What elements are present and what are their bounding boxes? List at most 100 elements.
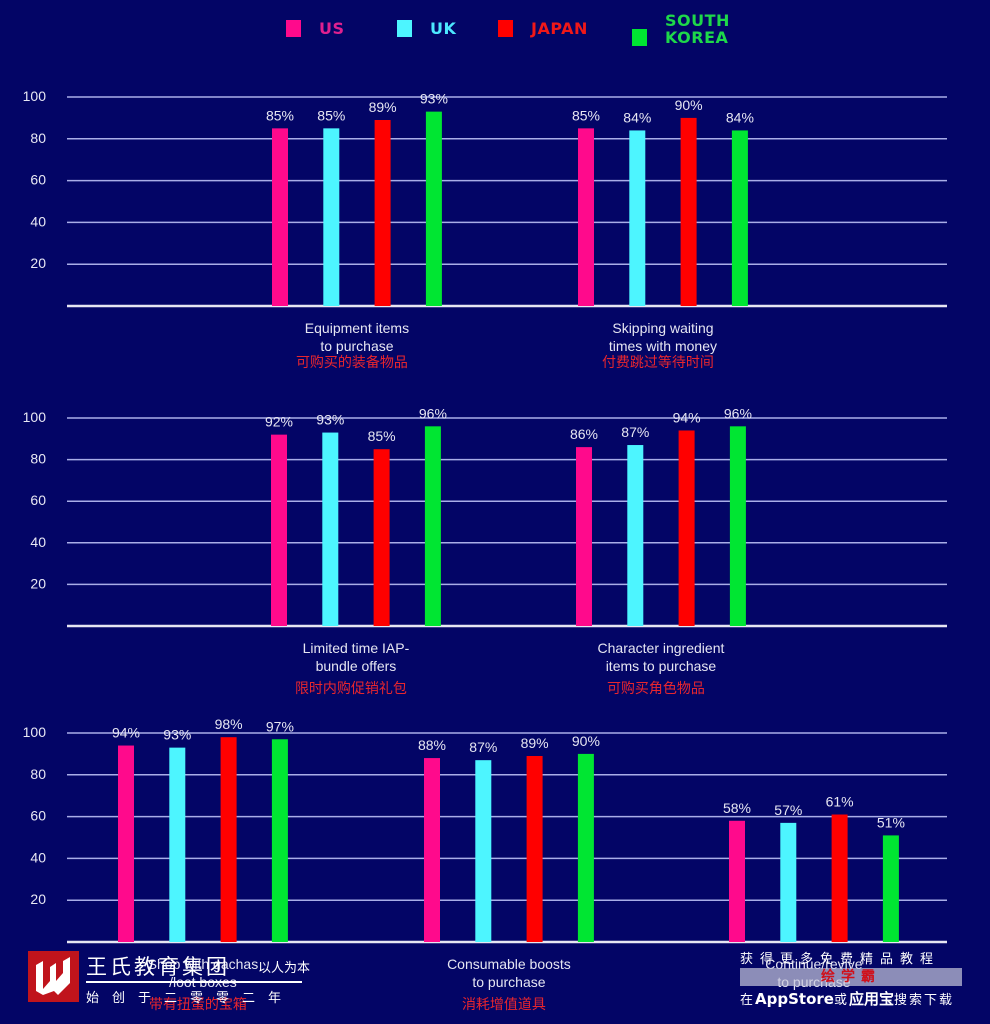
legend-label-japan: JAPAN <box>531 19 588 38</box>
legend-label-south-korea: SOUTH KOREA <box>665 10 730 47</box>
data-label: 87% <box>621 424 649 440</box>
wmr-app1: AppStore <box>755 990 834 1008</box>
watermark-right-top: 获得更多免费精品教程 <box>740 952 941 967</box>
category-label: Character ingredient <box>598 640 725 656</box>
category-label: times with money <box>609 338 717 354</box>
legend-item-south-korea[interactable]: SOUTH KOREA <box>632 11 730 46</box>
bar-us <box>118 745 134 942</box>
data-label: 57% <box>774 802 802 818</box>
bar-south-korea <box>882 835 899 942</box>
y-tick-label: 80 <box>30 451 46 467</box>
data-label: 92% <box>265 414 293 430</box>
data-label: 89% <box>521 735 549 751</box>
bar-japan <box>220 737 237 942</box>
data-label: 85% <box>368 428 396 444</box>
data-label: 94% <box>673 409 701 425</box>
bar-south-korea <box>729 426 746 626</box>
data-label: 93% <box>420 91 448 107</box>
category-label-zh: 消耗增值道具 <box>462 997 546 1013</box>
y-tick-label: 100 <box>23 88 47 104</box>
y-tick-label: 60 <box>30 808 46 824</box>
data-label: 90% <box>675 97 703 113</box>
watermark-title: 王氏教育集团 <box>86 955 230 979</box>
category-label: Consumable boosts <box>447 956 571 972</box>
wmr-mid: 或 <box>833 993 849 1008</box>
y-tick-label: 40 <box>30 849 46 865</box>
category-label: Equipment items <box>305 320 409 336</box>
data-label: 85% <box>572 107 600 123</box>
wmr-suffix: 搜索下载 <box>893 993 954 1008</box>
bar-uk <box>780 822 797 942</box>
watermark-right-band <box>740 968 962 986</box>
category-label-zh: 带有扭蛋的宝箱 <box>149 997 247 1013</box>
data-label: 86% <box>570 426 598 442</box>
y-tick-label: 80 <box>30 130 46 146</box>
bar-us <box>424 758 440 942</box>
data-label: 97% <box>266 718 294 734</box>
category-label: Shop with gachas <box>148 956 259 972</box>
bar-us <box>271 434 287 626</box>
data-label: 84% <box>623 109 651 125</box>
bar-uk <box>629 130 646 306</box>
data-label: 61% <box>826 794 854 810</box>
category-label: to purchase <box>320 338 393 354</box>
legend-swatch-uk <box>397 20 412 37</box>
bar-uk <box>169 747 186 942</box>
bar-japan <box>526 755 543 942</box>
legend-item-us[interactable]: US <box>286 20 345 37</box>
bar-us <box>272 128 288 306</box>
bar-uk <box>627 445 644 626</box>
category-label: bundle offers <box>316 658 397 674</box>
watermark-subtitle: 始创于二零零二年 <box>86 991 295 1006</box>
data-label: 88% <box>418 737 446 753</box>
y-tick-label: 100 <box>23 409 47 425</box>
data-label: 96% <box>724 405 752 421</box>
bar-south-korea <box>577 753 594 942</box>
watermark-motto: 以人为本 <box>258 961 311 976</box>
data-label: 85% <box>266 107 294 123</box>
category-label: items to purchase <box>606 658 717 674</box>
data-label: 93% <box>316 412 344 428</box>
category-label: Limited time IAP- <box>303 640 410 656</box>
legend: US UK JAPAN SOUTH KOREA <box>0 11 990 54</box>
data-label: 89% <box>369 99 397 115</box>
category-label-zh: 可购买的装备物品 <box>296 354 408 371</box>
legend-label-us: US <box>319 19 345 38</box>
legend-label-uk: UK <box>430 19 457 38</box>
data-label: 84% <box>726 109 754 125</box>
data-label: 85% <box>317 107 345 123</box>
category-label-zh: 付费跳过等待时间 <box>602 354 714 371</box>
legend-swatch-japan <box>498 20 513 37</box>
bar-south-korea <box>424 426 441 626</box>
watermark-right: 获得更多免费精品教程 绘学霸 在AppStore或应用宝搜索下载 <box>740 948 965 1010</box>
watermark-right-brand: 绘学霸 <box>821 969 881 985</box>
watermark-left: 王氏教育集团 以人为本 始创于二零零二年 <box>28 951 311 1011</box>
bar-uk <box>323 128 340 306</box>
bar-uk <box>475 760 492 942</box>
bar-south-korea <box>271 739 288 942</box>
logo-icon <box>28 951 79 1002</box>
legend-item-japan[interactable]: JAPAN <box>498 20 588 37</box>
legend-item-uk[interactable]: UK <box>397 20 456 37</box>
category-label-zh: 限时内购促销礼包 <box>295 681 407 697</box>
y-tick-label: 100 <box>23 724 47 740</box>
y-tick-label: 40 <box>30 534 46 550</box>
data-label: 93% <box>163 727 191 743</box>
data-label: 90% <box>572 733 600 749</box>
bar-japan <box>831 814 848 942</box>
legend-swatch-us <box>286 20 301 37</box>
data-label: 98% <box>215 716 243 732</box>
bar-us <box>578 128 594 306</box>
bar-japan <box>680 117 697 307</box>
category-label: Skipping waiting <box>612 320 713 336</box>
data-label: 58% <box>723 800 751 816</box>
category-label-zh: 可购买角色物品 <box>607 680 705 697</box>
bar-japan <box>678 430 695 626</box>
watermark-right-bottom: 在AppStore或应用宝搜索下载 <box>740 988 954 1009</box>
bar-japan <box>373 449 390 626</box>
data-label: 96% <box>419 405 447 421</box>
watermark-divider <box>86 981 302 983</box>
category-label: to purchase <box>472 974 545 990</box>
bar-south-korea <box>425 111 442 306</box>
